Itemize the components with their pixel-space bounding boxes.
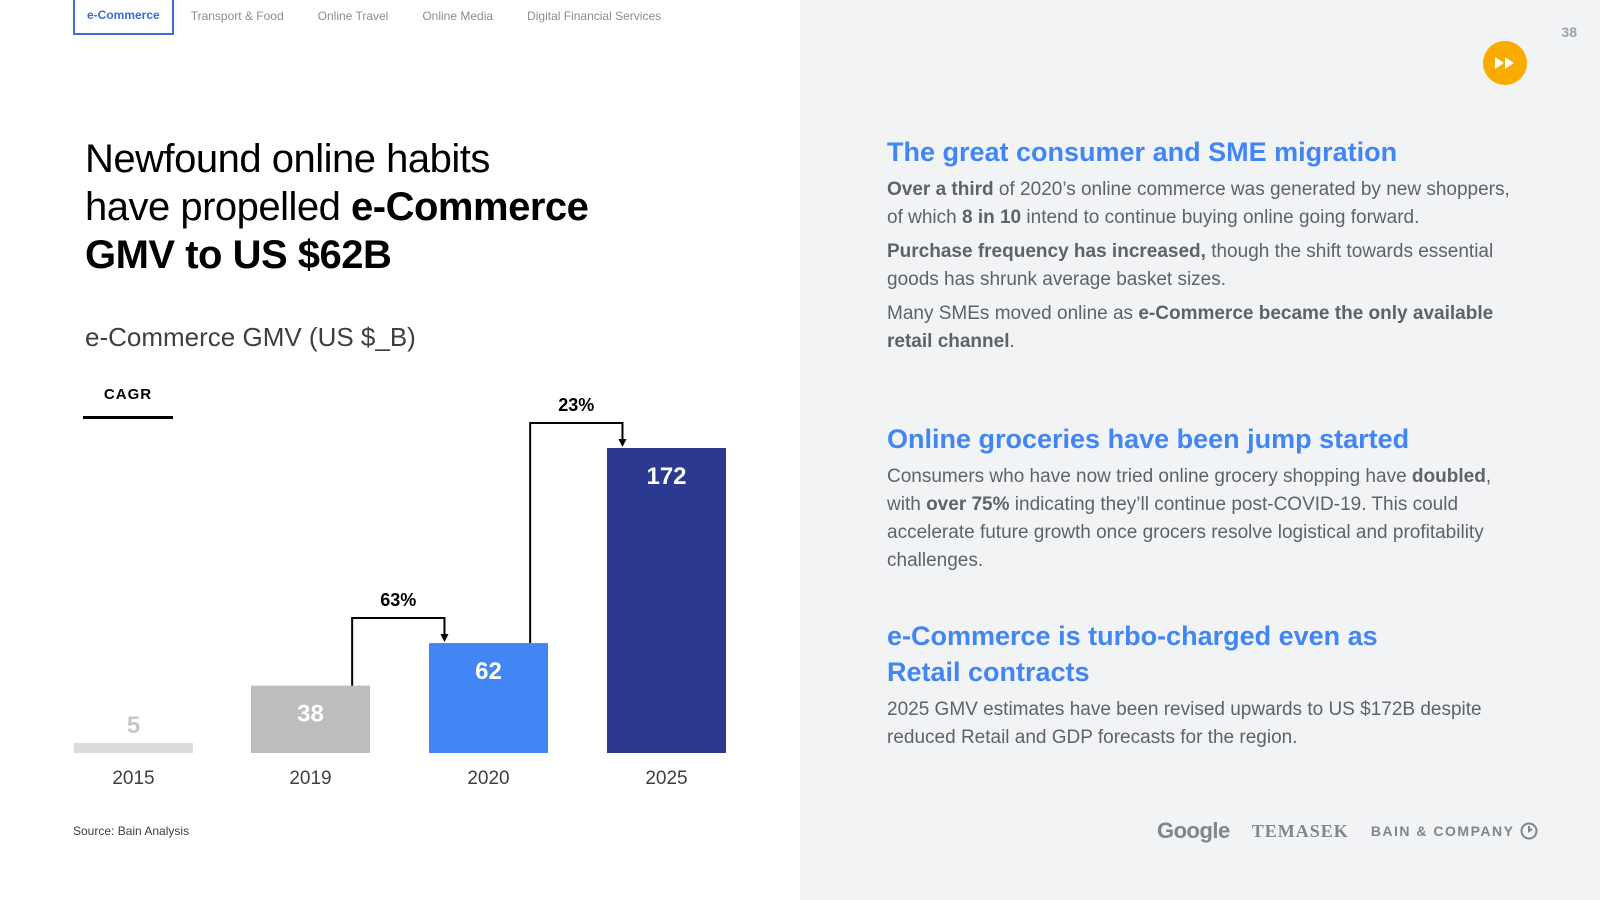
title-line-1: Newfound online habits bbox=[85, 137, 490, 181]
emphasis-text: over 75% bbox=[926, 494, 1010, 515]
bain-logo-mark-icon bbox=[1520, 822, 1538, 840]
gmv-bar-chart: 5 2015 38 2019 62 2020 172 2025 63% 23% bbox=[74, 395, 726, 789]
cagr-connector bbox=[529, 422, 624, 644]
cagr-arrowhead bbox=[618, 439, 627, 447]
bar-2020 bbox=[429, 643, 548, 753]
cagr-connector bbox=[351, 617, 446, 686]
x-tick-label: 2020 bbox=[467, 768, 509, 789]
bar-2025 bbox=[607, 448, 726, 753]
body-text: , with bbox=[887, 466, 1492, 515]
emphasis-text: e-Commerce became the only available ret… bbox=[887, 303, 1494, 352]
section-paragraph: Consumers who have now tried online groc… bbox=[887, 463, 1527, 575]
partner-logos: Google TEMASEK BAIN & COMPANY bbox=[1157, 818, 1538, 844]
bar-value-label: 38 bbox=[297, 701, 324, 728]
temasek-logo: TEMASEK bbox=[1251, 820, 1349, 841]
title-line-2-bold: e-Commerce bbox=[351, 185, 589, 229]
cagr-legend-label: CAGR bbox=[103, 386, 153, 403]
body-text: though the shift towards essential goods… bbox=[887, 241, 1494, 290]
body-text: 2025 GMV estimates have been revised upw… bbox=[887, 699, 1482, 748]
section-turbo-charged: e-Commerce is turbo-charged even as Reta… bbox=[887, 618, 1482, 758]
bar-2015 bbox=[74, 743, 193, 753]
cagr-label: 63% bbox=[380, 590, 416, 610]
bar-value-label: 62 bbox=[475, 658, 502, 685]
title-line-3-bold: GMV to US $62B bbox=[85, 233, 392, 277]
title-line-2-plain: have propelled bbox=[85, 185, 352, 229]
page-number: 38 bbox=[1561, 24, 1577, 40]
source-note: Source: Bain Analysis bbox=[73, 824, 190, 838]
bar-2019 bbox=[251, 685, 370, 753]
bain-logo-text: BAIN & COMPANY bbox=[1370, 823, 1515, 839]
body-text: . bbox=[1009, 331, 1015, 352]
x-tick-label: 2025 bbox=[645, 768, 687, 789]
body-text: Consumers who have now tried online groc… bbox=[887, 466, 1412, 487]
section-paragraph: Many SMEs moved online as e-Commerce bec… bbox=[887, 300, 1527, 356]
tab-online-travel[interactable]: Online Travel bbox=[317, 9, 389, 23]
section-paragraph: 2025 GMV estimates have been revised upw… bbox=[887, 696, 1527, 752]
section-tabs: e-Commerce Transport & Food Online Trave… bbox=[73, 0, 678, 35]
section-online-groceries: Online groceries have been jump started … bbox=[887, 421, 1527, 581]
right-panel bbox=[800, 0, 1600, 900]
tab-transport-food[interactable]: Transport & Food bbox=[190, 9, 284, 23]
emphasis-text: 8 in 10 bbox=[961, 207, 1022, 228]
section-heading: The great consumer and SME migration bbox=[887, 137, 1398, 167]
bar-value-label: 172 bbox=[646, 463, 686, 490]
cagr-underline bbox=[83, 416, 173, 419]
bar-value-label: 5 bbox=[127, 712, 140, 739]
section-heading: e-Commerce is turbo-charged even as Reta… bbox=[887, 621, 1378, 687]
emphasis-text: Purchase frequency has increased, bbox=[887, 241, 1206, 262]
emphasis-text: doubled bbox=[1411, 466, 1486, 487]
chart-title: e-Commerce GMV (US $_B) bbox=[85, 322, 416, 352]
body-text: Many SMEs moved online as bbox=[887, 303, 1139, 324]
x-tick-label: 2015 bbox=[112, 768, 154, 789]
tab-digital-financial-services[interactable]: Digital Financial Services bbox=[527, 9, 662, 23]
bain-logo: BAIN & COMPANY bbox=[1371, 822, 1539, 840]
cagr-arrowhead bbox=[440, 634, 449, 643]
body-text: intend to continue buying online going f… bbox=[1021, 207, 1420, 228]
cagr-label: 23% bbox=[558, 395, 594, 415]
section-heading: Online groceries have been jump started bbox=[887, 424, 1410, 454]
tab-online-media[interactable]: Online Media bbox=[422, 9, 494, 23]
tab-e-commerce[interactable]: e-Commerce bbox=[73, 0, 174, 35]
x-tick-label: 2019 bbox=[289, 768, 331, 789]
fast-forward-button[interactable] bbox=[1483, 41, 1527, 85]
page-title: Newfound online habits have propelled e-… bbox=[85, 135, 645, 279]
section-paragraph: Purchase frequency has increased, though… bbox=[887, 238, 1527, 294]
body-text: indicating they’ll continue post-COVID-1… bbox=[887, 494, 1484, 571]
section-paragraph: Over a third of 2020’s online commerce w… bbox=[887, 176, 1527, 232]
section-consumer-migration: The great consumer and SME migration Ove… bbox=[887, 134, 1527, 362]
emphasis-text: Over a third bbox=[887, 179, 994, 200]
google-logo: Google bbox=[1157, 818, 1230, 843]
fast-forward-icon bbox=[1495, 57, 1514, 69]
body-text: of 2020’s online commerce was generated … bbox=[887, 179, 1510, 228]
